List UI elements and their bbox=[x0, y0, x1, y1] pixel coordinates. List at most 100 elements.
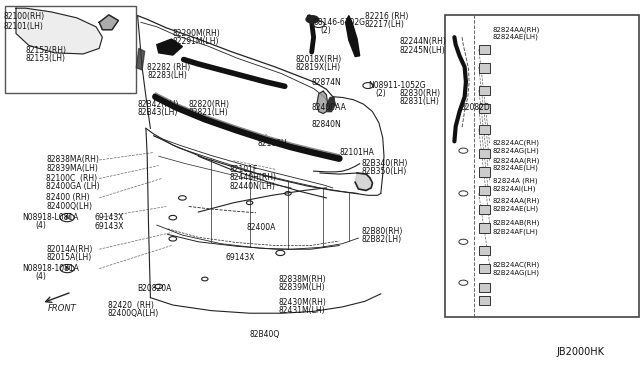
Text: N: N bbox=[65, 215, 70, 220]
Circle shape bbox=[306, 16, 319, 23]
Text: B20820A: B20820A bbox=[138, 284, 172, 293]
Bar bbox=[445, 15, 639, 317]
Text: 82B24AC(RH): 82B24AC(RH) bbox=[493, 262, 540, 268]
Text: 82101F: 82101F bbox=[229, 165, 257, 174]
Text: 82400AA: 82400AA bbox=[312, 103, 346, 112]
Text: 82B24AF(LH): 82B24AF(LH) bbox=[493, 228, 538, 235]
Text: 82101HA: 82101HA bbox=[339, 148, 374, 157]
Text: 82819X(LH): 82819X(LH) bbox=[296, 63, 341, 72]
Text: JB2000HK: JB2000HK bbox=[557, 347, 605, 356]
Bar bbox=[479, 246, 490, 255]
Text: 08146-6102G: 08146-6102G bbox=[314, 18, 365, 27]
Text: 82B24AB(RH): 82B24AB(RH) bbox=[493, 220, 540, 227]
Bar bbox=[479, 149, 490, 158]
Bar bbox=[479, 167, 490, 177]
Bar bbox=[479, 86, 490, 95]
Text: FRONT: FRONT bbox=[48, 304, 77, 312]
Text: N08911-1052G: N08911-1052G bbox=[368, 81, 426, 90]
Text: 82824AC(RH): 82824AC(RH) bbox=[493, 140, 540, 147]
Text: 82100(RH): 82100(RH) bbox=[3, 12, 44, 21]
Text: 82101(LH): 82101(LH) bbox=[3, 22, 43, 31]
Text: N08918-L081A: N08918-L081A bbox=[22, 213, 79, 222]
Text: 82290M(RH): 82290M(RH) bbox=[173, 29, 221, 38]
Text: 82400 (RH): 82400 (RH) bbox=[46, 193, 90, 202]
Text: 82216 (RH): 82216 (RH) bbox=[365, 12, 408, 21]
Text: 82282 (RH): 82282 (RH) bbox=[147, 63, 191, 72]
Bar bbox=[479, 125, 490, 134]
Text: 82440H(RH): 82440H(RH) bbox=[229, 173, 276, 182]
Text: 82839MA(LH): 82839MA(LH) bbox=[46, 164, 98, 173]
Text: 82400GA (LH): 82400GA (LH) bbox=[46, 182, 100, 191]
Text: 82824AE(LH): 82824AE(LH) bbox=[493, 165, 539, 171]
Polygon shape bbox=[346, 16, 360, 57]
Bar bbox=[479, 296, 490, 305]
Bar bbox=[479, 186, 490, 195]
Polygon shape bbox=[326, 97, 335, 112]
Bar bbox=[5, 6, 136, 93]
Text: 82874N: 82874N bbox=[312, 78, 341, 87]
Text: N: N bbox=[65, 266, 70, 271]
Text: 82839M(LH): 82839M(LH) bbox=[278, 283, 325, 292]
Text: (2): (2) bbox=[376, 89, 387, 98]
Text: 82824AA(RH): 82824AA(RH) bbox=[493, 26, 540, 33]
Text: 82830(RH): 82830(RH) bbox=[400, 89, 441, 98]
Text: 82430M(RH): 82430M(RH) bbox=[278, 298, 326, 307]
Text: 82100H: 82100H bbox=[258, 139, 287, 148]
Bar bbox=[479, 283, 490, 292]
Text: 82018X(RH): 82018X(RH) bbox=[296, 55, 342, 64]
Text: 82B40Q: 82B40Q bbox=[250, 330, 280, 339]
Bar bbox=[479, 223, 490, 232]
Polygon shape bbox=[157, 39, 182, 55]
Text: 69143X: 69143X bbox=[95, 222, 124, 231]
Text: 69143X: 69143X bbox=[95, 213, 124, 222]
Text: 82821(LH): 82821(LH) bbox=[189, 108, 228, 117]
Text: (4): (4) bbox=[35, 272, 46, 281]
Text: 82838M(RH): 82838M(RH) bbox=[278, 275, 326, 284]
Text: 82824AE(LH): 82824AE(LH) bbox=[493, 34, 539, 41]
Bar bbox=[479, 45, 490, 54]
Text: 82B82(LH): 82B82(LH) bbox=[362, 235, 402, 244]
Text: 82840N: 82840N bbox=[312, 120, 341, 129]
Text: 82B24AG(LH): 82B24AG(LH) bbox=[493, 270, 540, 276]
Text: (2): (2) bbox=[320, 26, 331, 35]
Text: (4): (4) bbox=[35, 221, 46, 230]
Polygon shape bbox=[99, 15, 118, 30]
Text: 82838MA(RH): 82838MA(RH) bbox=[46, 155, 99, 164]
Text: 82014A(RH): 82014A(RH) bbox=[46, 245, 92, 254]
Text: 82440N(LH): 82440N(LH) bbox=[229, 182, 275, 190]
Polygon shape bbox=[355, 173, 372, 190]
Text: 82100C  (RH): 82100C (RH) bbox=[46, 174, 97, 183]
Text: 82B340(RH): 82B340(RH) bbox=[362, 159, 408, 168]
Polygon shape bbox=[317, 91, 328, 113]
Text: 82B43(LH): 82B43(LH) bbox=[138, 108, 178, 117]
Text: 82B80(RH): 82B80(RH) bbox=[362, 227, 403, 236]
Text: 82420  (RH): 82420 (RH) bbox=[108, 301, 154, 310]
Text: 82400A: 82400A bbox=[246, 223, 276, 232]
Text: 82831(LH): 82831(LH) bbox=[400, 97, 440, 106]
Text: 82015A(LH): 82015A(LH) bbox=[46, 253, 92, 262]
Text: 82217(LH): 82217(LH) bbox=[365, 20, 404, 29]
Bar bbox=[479, 205, 490, 214]
Text: 82291M(LH): 82291M(LH) bbox=[173, 37, 220, 46]
Text: 82B350(LH): 82B350(LH) bbox=[362, 167, 407, 176]
Text: 82824AA(RH): 82824AA(RH) bbox=[493, 157, 540, 164]
Text: 82244N(RH): 82244N(RH) bbox=[400, 37, 447, 46]
Text: 82245N(LH): 82245N(LH) bbox=[400, 46, 445, 55]
Text: 82824AI(LH): 82824AI(LH) bbox=[493, 185, 536, 192]
Text: 82400Q(LH): 82400Q(LH) bbox=[46, 202, 92, 211]
Text: 82824A (RH): 82824A (RH) bbox=[493, 177, 538, 184]
Bar bbox=[479, 104, 490, 113]
Bar bbox=[479, 63, 490, 73]
Text: 82283(LH): 82283(LH) bbox=[147, 71, 187, 80]
Text: 82153(LH): 82153(LH) bbox=[26, 54, 65, 63]
Text: N08918-1081A: N08918-1081A bbox=[22, 264, 79, 273]
Text: 82B42(RH): 82B42(RH) bbox=[138, 100, 179, 109]
Text: 82820(RH): 82820(RH) bbox=[189, 100, 230, 109]
Text: 82431M(LH): 82431M(LH) bbox=[278, 306, 325, 315]
Text: 82824AA(RH): 82824AA(RH) bbox=[493, 198, 540, 204]
Text: 82082D: 82082D bbox=[461, 103, 490, 112]
Text: 69143X: 69143X bbox=[225, 253, 255, 262]
Polygon shape bbox=[136, 48, 145, 70]
Polygon shape bbox=[16, 8, 102, 54]
Text: 82152(RH): 82152(RH) bbox=[26, 46, 67, 55]
